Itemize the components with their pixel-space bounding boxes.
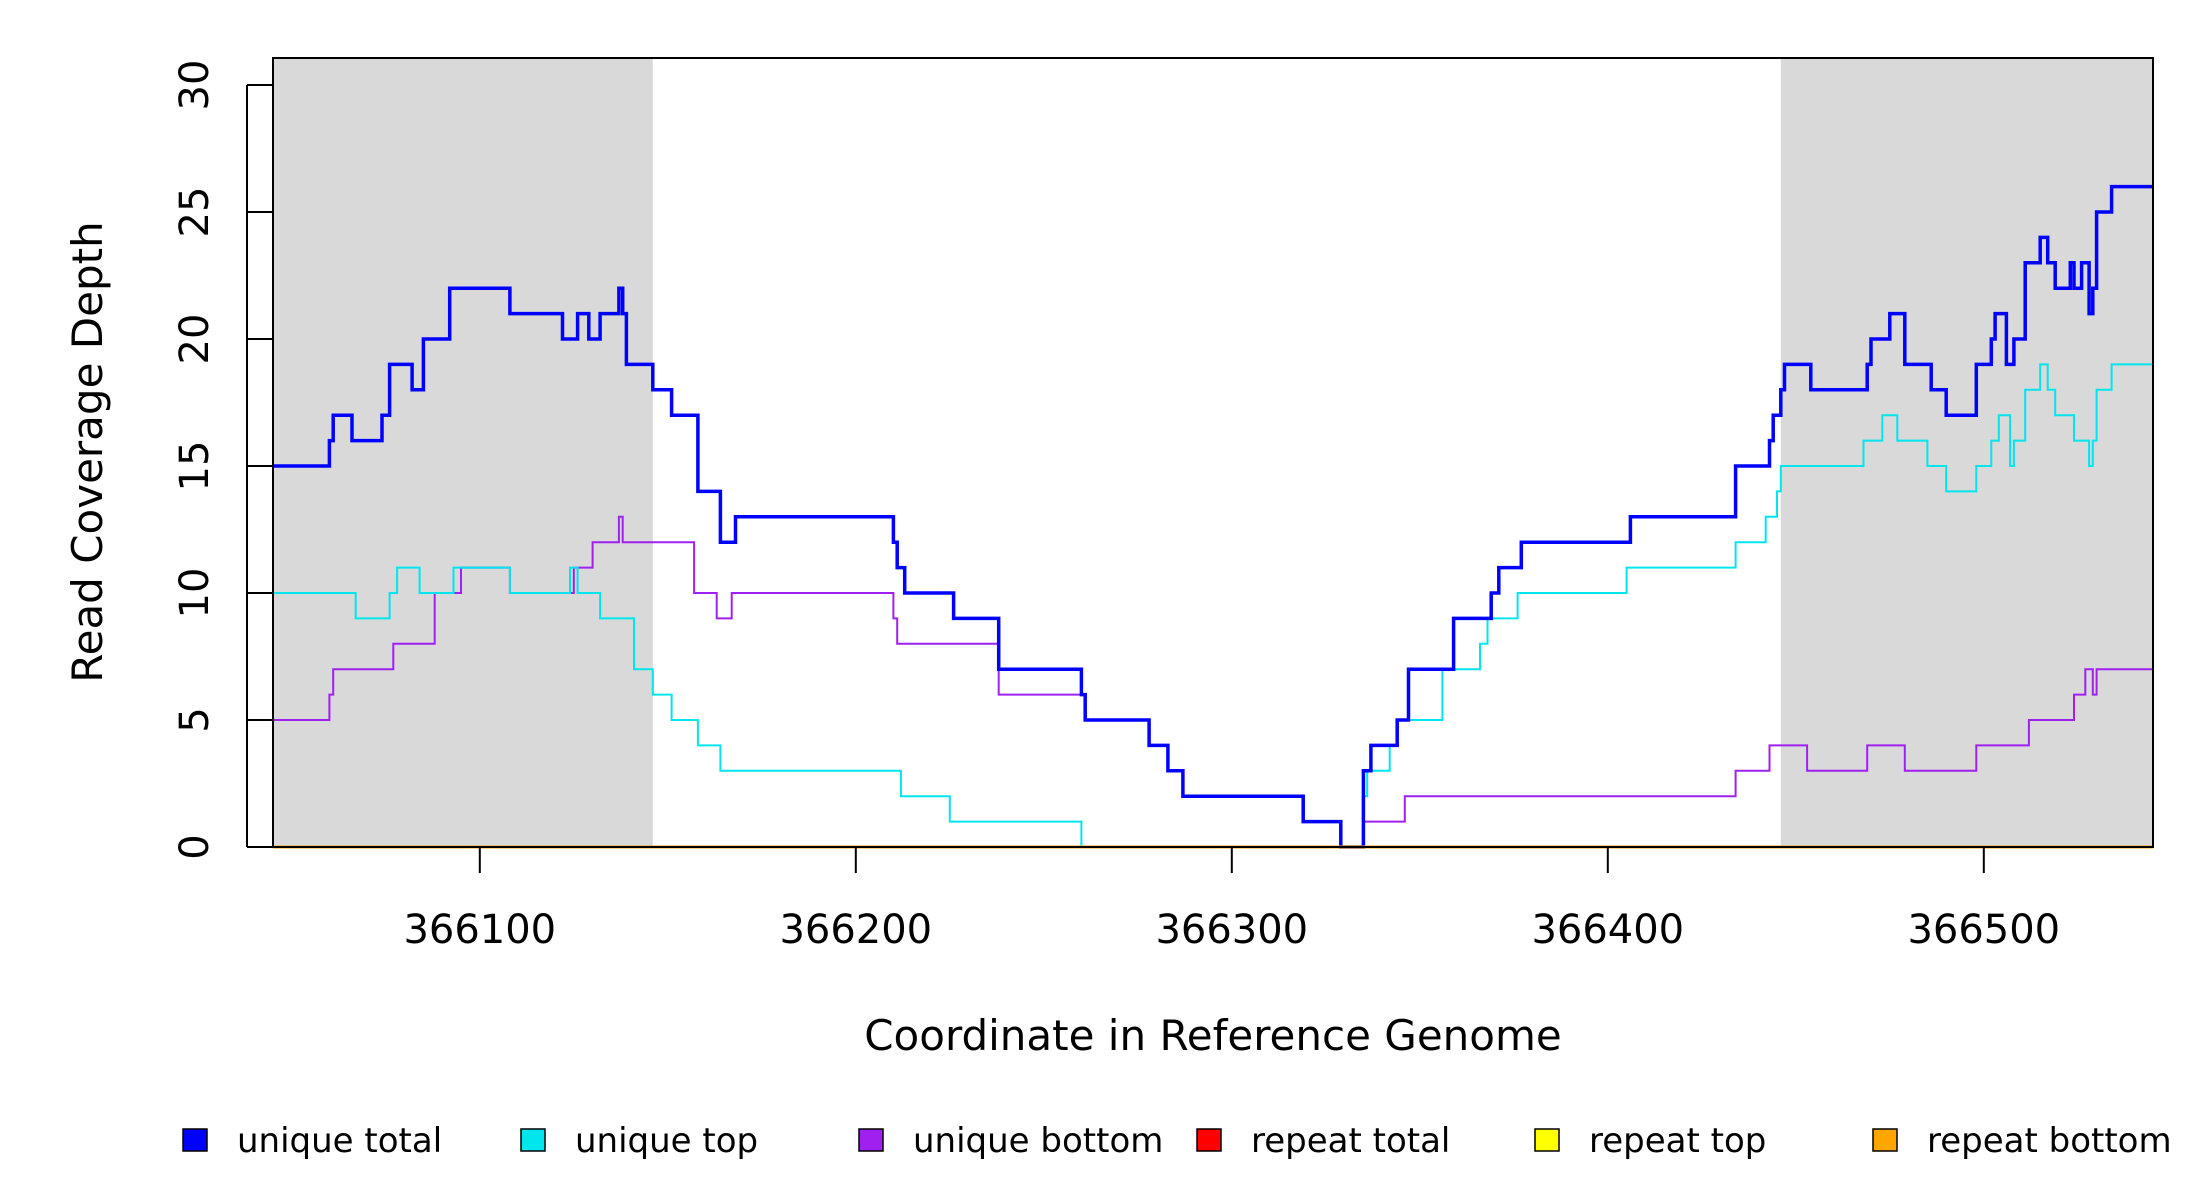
legend: unique total unique top unique bottom repea…	[182, 1121, 2172, 1161]
legend-item-unique-total: unique total	[182, 1121, 442, 1161]
series-unique-top	[273, 363, 2153, 848]
series-unique-total	[273, 184, 2153, 849]
x-tick-label: 366300	[1155, 907, 1308, 953]
shaded-regions	[273, 58, 2153, 847]
x-tick-label: 366200	[779, 907, 932, 953]
x-axis: 366100 366200 366300 366400 366500	[403, 846, 2060, 953]
y-tick-label: 15	[172, 441, 218, 492]
x-tick-label: 366500	[1907, 907, 2060, 953]
legend-swatch	[858, 1128, 884, 1152]
legend-item-unique-bottom: unique bottom	[858, 1121, 1163, 1161]
y-tick-label: 10	[172, 568, 218, 619]
legend-swatch	[182, 1128, 208, 1152]
legend-label: unique bottom	[913, 1121, 1163, 1161]
legend-swatch	[1196, 1128, 1222, 1152]
legend-swatch	[520, 1128, 546, 1152]
y-axis-label: Read Coverage Depth	[63, 221, 112, 682]
legend-item-repeat-top: repeat top	[1534, 1121, 1766, 1161]
legend-label: repeat total	[1251, 1121, 1450, 1161]
legend-swatch	[1872, 1128, 1898, 1152]
legend-swatch	[1534, 1128, 1560, 1152]
legend-item-repeat-total: repeat total	[1196, 1121, 1450, 1161]
y-tick-label: 0	[172, 834, 218, 859]
shaded-region-1	[273, 58, 653, 847]
y-tick-label: 25	[172, 187, 218, 238]
legend-label: unique total	[237, 1121, 442, 1161]
y-tick-label: 20	[172, 314, 218, 365]
legend-label: repeat bottom	[1927, 1121, 2172, 1161]
legend-label: unique top	[575, 1121, 758, 1161]
legend-item-unique-top: unique top	[520, 1121, 758, 1161]
x-tick-label: 366100	[403, 907, 556, 953]
y-tick-label: 5	[172, 707, 218, 732]
shaded-region-2	[1780, 58, 2153, 847]
legend-label: repeat top	[1589, 1121, 1766, 1161]
x-tick-label: 366400	[1531, 907, 1684, 953]
legend-item-repeat-bottom: repeat bottom	[1872, 1121, 2172, 1161]
y-axis: 0 5 10 15 20 25 30	[172, 60, 273, 860]
y-tick-label: 30	[172, 60, 218, 111]
x-axis-label: Coordinate in Reference Genome	[864, 1011, 1562, 1060]
